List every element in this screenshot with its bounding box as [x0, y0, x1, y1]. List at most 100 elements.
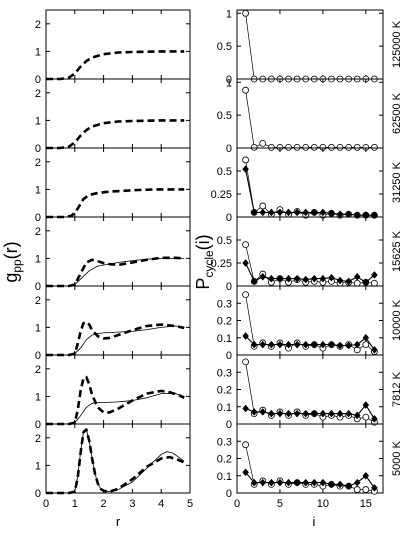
diamond-point — [310, 409, 318, 418]
diamond-point — [285, 478, 292, 487]
x-tick-label: 3 — [129, 498, 135, 510]
x-tick-label: 15 — [360, 498, 372, 510]
series-line-dashed — [46, 428, 185, 495]
circle-point — [242, 241, 249, 249]
diamond-point — [319, 409, 327, 418]
diamond-point — [353, 340, 361, 349]
diamond-point — [345, 341, 352, 350]
series-line-dashed — [46, 320, 185, 357]
diamond-point — [345, 409, 352, 418]
circle-point — [371, 279, 378, 287]
diamond-point — [259, 272, 267, 281]
diamond-point — [293, 208, 301, 217]
diamond-point — [362, 333, 370, 342]
y-tick-label: 1 — [35, 46, 41, 58]
diamond-point — [268, 409, 275, 418]
y-tick-label: 0 — [226, 488, 232, 500]
y-tick-label: 0 — [35, 212, 41, 224]
diamond-point — [242, 332, 249, 340]
diamond-point — [302, 478, 310, 487]
y-tick-label: 0.3 — [217, 436, 232, 448]
diamond-point — [336, 341, 344, 350]
circle-point — [259, 139, 267, 147]
y-tick-label: 0 — [35, 143, 41, 155]
diamond-point — [268, 208, 275, 217]
left-panel-3: 0 1 2 — [35, 147, 191, 224]
circle-point — [362, 341, 370, 349]
diamond-point — [276, 340, 284, 349]
diamond-point — [250, 478, 258, 487]
diamond-point — [371, 345, 378, 354]
y-tick-label: 0.5 — [217, 41, 232, 53]
x-tick-label: 4 — [158, 498, 164, 510]
circle-point — [353, 279, 361, 287]
diamond-point — [259, 208, 267, 217]
diamond-point — [362, 471, 370, 480]
x-tick-label: 2 — [101, 498, 107, 510]
diamond-point — [293, 340, 301, 349]
diamond-point — [293, 274, 301, 283]
temperature-label: 10000 K — [391, 299, 403, 341]
circle-series-line — [245, 90, 375, 148]
left-panel-frame — [45, 9, 191, 80]
series-line-solid — [46, 393, 185, 425]
left-panel-frame — [45, 216, 191, 287]
circle-point — [285, 143, 292, 151]
diamond-point — [302, 208, 310, 217]
diamond-point — [302, 409, 310, 418]
diamond-point — [242, 404, 249, 413]
diamond-point — [310, 340, 318, 349]
y-tick-label: 2 — [35, 88, 41, 100]
diamond-series-line — [245, 335, 375, 351]
diamond-series-line — [245, 404, 375, 420]
diamond-point — [319, 478, 327, 487]
series-line-dashed — [46, 256, 185, 288]
y-tick-label: 2 — [35, 295, 41, 307]
y-tick-label: 0 — [35, 488, 41, 500]
diamond-point — [319, 208, 327, 217]
diamond-point — [250, 408, 258, 416]
right-panel-5: 0 0.1 0.2 0.3 10000 K — [217, 285, 403, 362]
diamond-series-line — [245, 169, 375, 216]
y-tick-label: 0.5 — [217, 110, 232, 122]
y-tick-label: 0 — [35, 350, 41, 362]
diamond-point — [328, 340, 335, 349]
y-tick-label: 0.3 — [217, 367, 232, 379]
left-panel-frame — [45, 354, 191, 425]
circle-point — [267, 143, 275, 151]
left-panel-frame — [45, 285, 191, 356]
temperature-label: 15625 K — [391, 230, 403, 272]
series-line-solid — [46, 257, 185, 287]
y-tick-label: 0.5 — [217, 166, 232, 178]
diamond-series-line — [245, 471, 375, 489]
y-tick-label: 0.3 — [217, 298, 232, 310]
x-tick-label: 10 — [317, 498, 329, 510]
temperature-label: 31250 K — [391, 161, 403, 203]
diamond-point — [276, 274, 284, 283]
diamond-point — [259, 408, 267, 416]
right-y-label-main: P — [193, 278, 213, 290]
y-tick-label: 0.1 — [217, 471, 232, 483]
diamond-point — [268, 478, 275, 487]
y-tick-label: 0 — [35, 419, 41, 431]
left-panel-1: 0 1 2 — [35, 9, 191, 86]
diamond-point — [259, 340, 267, 349]
circle-point — [336, 143, 344, 151]
diamond-point — [293, 478, 301, 487]
x-tick-label: 5 — [277, 498, 283, 510]
right-panel-2: 0 0.5 1 62500 K — [217, 77, 403, 155]
diamond-point — [362, 401, 370, 409]
y-tick-label: 2 — [35, 433, 41, 445]
gpp-panel-stack: 0 1 2 0 1 2 0 1 2 0 1 2 0 1 2 0 1 2 0 1 2 0 1 2 3 4 5 — [35, 9, 193, 510]
diamond-point — [276, 409, 284, 418]
y-tick-label: 0 — [226, 281, 232, 293]
left-panel-4: 0 1 2 — [35, 216, 191, 293]
y-tick-label: 0 — [226, 350, 232, 362]
right-panel-6: 0 0.1 0.2 0.3 7812 K — [217, 354, 403, 431]
y-tick-label: 2 — [35, 19, 41, 31]
circle-point — [353, 143, 361, 151]
y-tick-label: 0 — [226, 419, 232, 431]
diamond-point — [242, 468, 249, 477]
y-tick-label: 0 — [226, 74, 232, 86]
diamond-point — [319, 340, 327, 349]
